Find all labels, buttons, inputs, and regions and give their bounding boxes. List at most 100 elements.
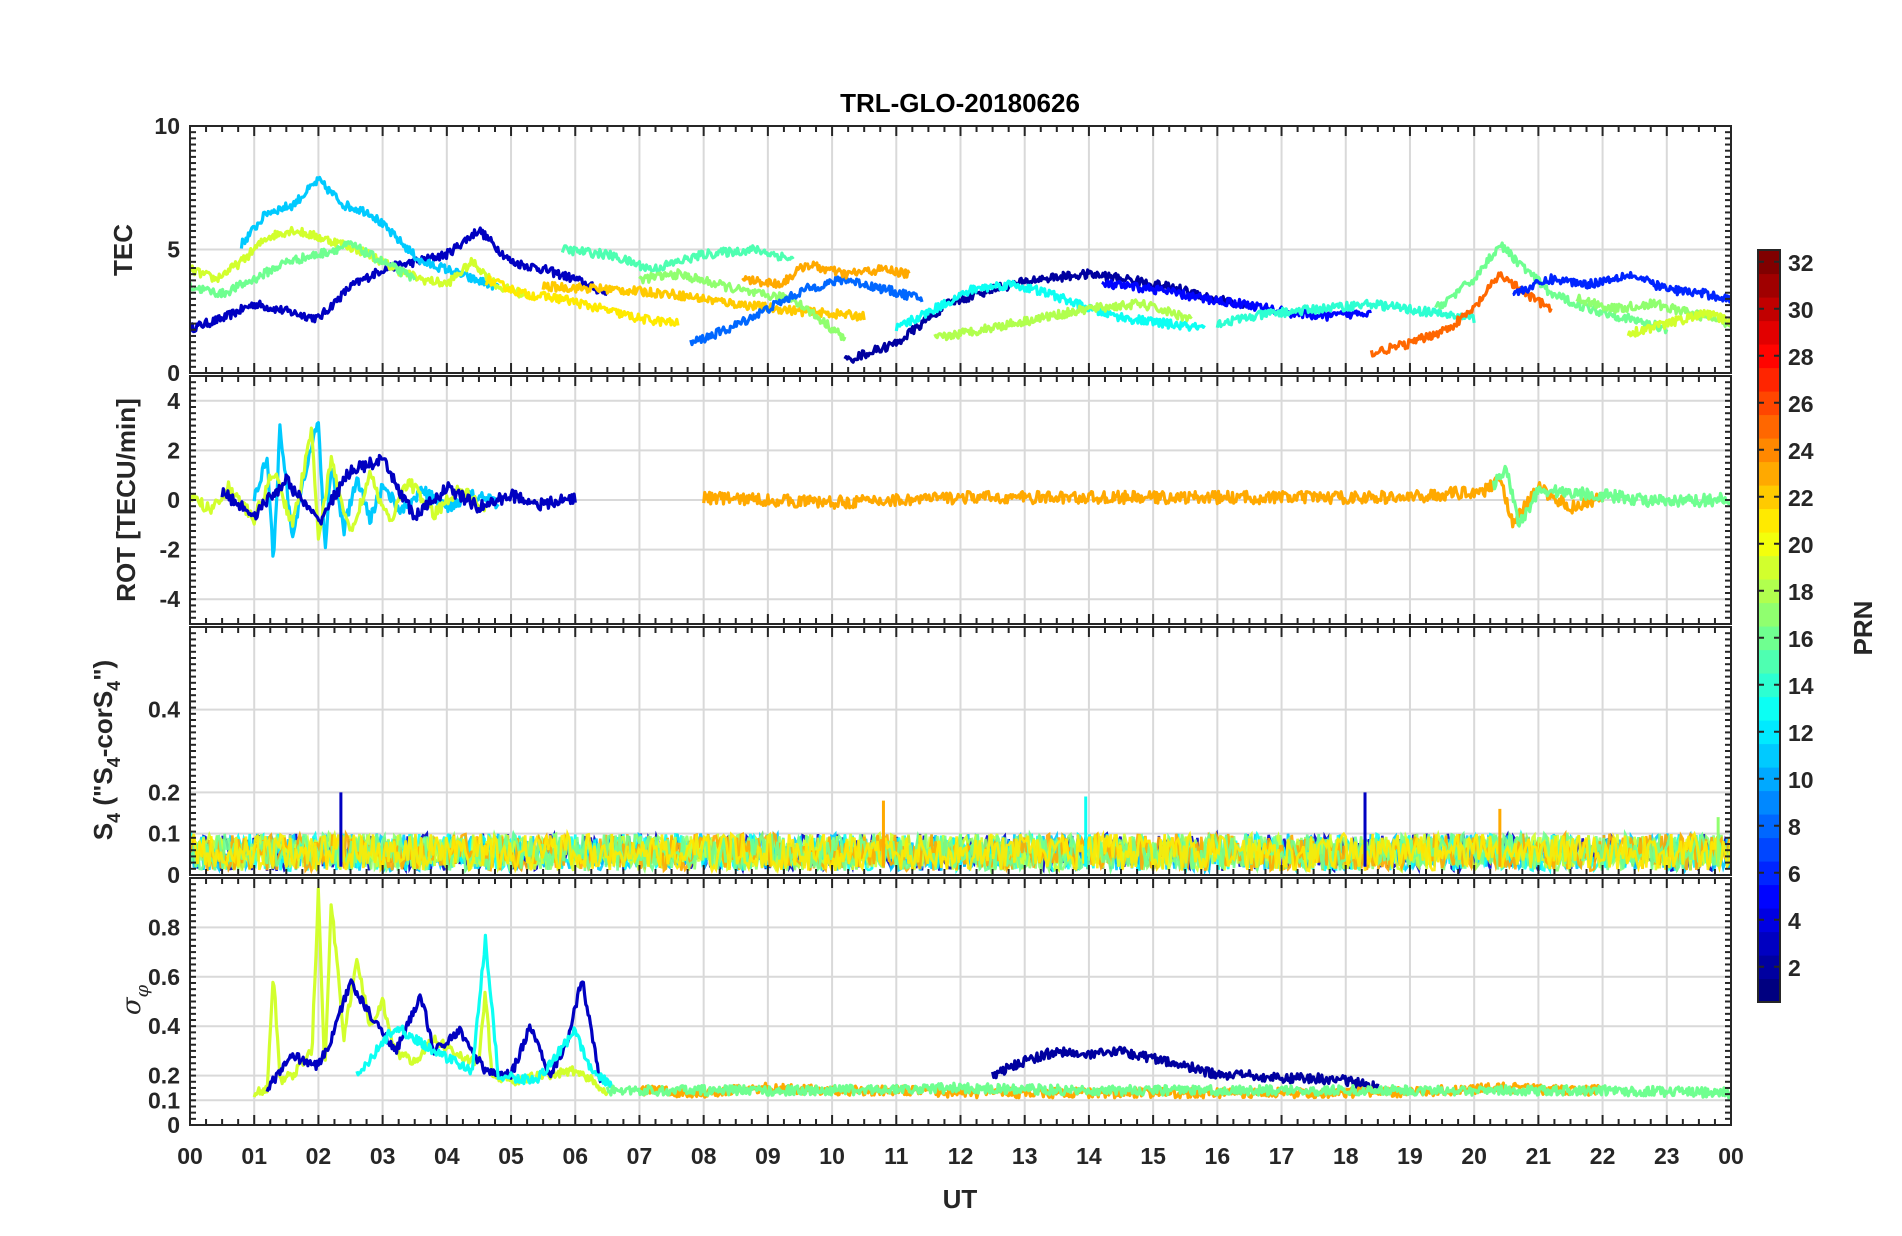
x-tick-labels: 00 01 02 03 04 05 06 07 08 09 10 11 12 13 14 15 16 17 18 19…: [177, 1143, 1744, 1169]
colorbar-label: PRN: [1848, 601, 1878, 656]
x-tick-label: 12: [948, 1143, 974, 1169]
colorbar-bin: [1758, 814, 1780, 839]
rot-series: [190, 421, 1731, 558]
colorbar-bin: [1758, 414, 1780, 439]
series-line-prn-23: [702, 475, 1605, 529]
series-line-prn-3: [190, 226, 609, 334]
x-tick-label: 03: [370, 1143, 396, 1169]
y-tick-label: 0.2: [148, 1063, 180, 1089]
colorbar-tick-label: 16: [1788, 626, 1814, 652]
colorbar-bin: [1758, 297, 1780, 322]
colorbar-tick-label: 32: [1788, 250, 1814, 276]
series-line-prn-16: [1491, 464, 1731, 528]
colorbar-bin: [1758, 720, 1780, 745]
ylabel-s4: S4 ("S4-corS4"): [88, 660, 124, 840]
series-line-prn-17: [638, 268, 847, 342]
colorbar-bin: [1758, 908, 1780, 933]
colorbar-bin: [1758, 320, 1780, 345]
colorbar-bin: [1758, 344, 1780, 369]
colorbar-bin: [1758, 696, 1780, 721]
series-line-prn-13: [894, 279, 1206, 332]
x-tick-label: 00: [177, 1143, 203, 1169]
series-line-prn-8: [689, 275, 924, 347]
panel-tec: 0 5 10: [154, 113, 1732, 386]
series-line-prn-19: [1626, 308, 1731, 338]
series-line-prn-16: [190, 240, 417, 299]
ylabel-rot: ROT [TECU/min]: [111, 398, 141, 602]
series-line-prn-3: [220, 453, 577, 526]
y-tick-label: 0.1: [148, 1087, 180, 1113]
colorbar-bin: [1758, 367, 1780, 392]
series-line-prn-16: [605, 1081, 1731, 1100]
colorbar-bin: [1758, 602, 1780, 627]
ylabel-sigma: σφ: [117, 984, 153, 1015]
x-tick-label: 01: [241, 1143, 267, 1169]
x-tick-label: 17: [1269, 1143, 1295, 1169]
colorbar-bin: [1758, 461, 1780, 486]
series-line-prn-13: [355, 933, 616, 1093]
y-tick-label: 0: [167, 862, 180, 888]
colorbar-tick-label: 20: [1788, 532, 1814, 558]
colorbar-tick-label: 18: [1788, 579, 1814, 605]
x-tick-label: 04: [434, 1143, 460, 1169]
colorbar-bin: [1758, 273, 1780, 298]
colorbar-tick-label: 10: [1788, 767, 1814, 793]
x-tick-label: 22: [1590, 1143, 1616, 1169]
sigma-axes: 00.10.2 0.4 0.6 0.8: [148, 877, 1732, 1138]
panel-s4: 0 0.1 0.2 0.4: [148, 626, 1732, 888]
colorbar-bin: [1758, 579, 1780, 604]
colorbar-bin: [1758, 532, 1780, 557]
colorbar-bin: [1758, 508, 1780, 533]
colorbar-frame: [1757, 249, 1781, 1003]
y-tick-label: 10: [154, 113, 180, 139]
x-tick-label: 00: [1718, 1143, 1744, 1169]
colorbar-bin: [1758, 649, 1780, 674]
colorbar-tick-label: 2: [1788, 955, 1801, 981]
colorbar-tick-label: 22: [1788, 485, 1814, 511]
colorbar-tick-label: 6: [1788, 861, 1801, 887]
y-tick-label: 0.1: [148, 821, 180, 847]
colorbar-bin: [1758, 555, 1780, 580]
x-tick-label: 11: [884, 1143, 909, 1169]
xlabel: UT: [943, 1184, 978, 1214]
y-tick-label: 0.4: [148, 697, 180, 723]
colorbar-bin: [1758, 931, 1780, 956]
x-tick-label: 19: [1397, 1143, 1423, 1169]
x-tick-label: 20: [1461, 1143, 1487, 1169]
colorbar-bin: [1758, 955, 1780, 980]
y-tick-label: 5: [167, 237, 180, 263]
x-tick-label: 21: [1526, 1143, 1552, 1169]
series-line-prn-2: [843, 268, 1257, 364]
s4-series: [190, 792, 1731, 875]
series-line-prn-3: [265, 978, 603, 1093]
colorbar-tick-label: 30: [1788, 297, 1814, 323]
colorbar-bin: [1758, 837, 1780, 862]
y-tick-label: 2: [167, 437, 180, 463]
x-tick-label: 06: [562, 1143, 588, 1169]
colorbar-bin: [1758, 673, 1780, 698]
y-tick-label: 0.2: [148, 779, 180, 805]
figure-title: TRL-GLO-20180626: [840, 88, 1080, 118]
colorbar-bin: [1758, 861, 1780, 886]
ylabel-tec: TEC: [108, 224, 138, 276]
colorbar-bin: [1758, 743, 1780, 768]
series-line-prn-19: [190, 426, 487, 541]
x-tick-label: 10: [819, 1143, 845, 1169]
colorbar-bin: [1758, 626, 1780, 651]
x-tick-label: 23: [1654, 1143, 1680, 1169]
colorbar-bin: [1758, 978, 1780, 1003]
colorbar-tick-label: 8: [1788, 814, 1801, 840]
series-line-prn-19: [190, 225, 526, 299]
y-tick-label: 0: [167, 1112, 180, 1138]
series-line-prn-15: [560, 244, 795, 273]
y-tick-label: 0.4: [148, 1013, 180, 1039]
tec-axes: 0 5 10: [154, 113, 1732, 386]
panel-sigma: 00.10.2 0.4 0.6 0.8: [148, 877, 1732, 1138]
x-tick-label: 08: [691, 1143, 717, 1169]
colorbar-bin: [1758, 438, 1780, 463]
sigma-series: [252, 887, 1731, 1100]
colorbar-bin: [1758, 250, 1780, 275]
series-line-prn-16: [1434, 241, 1669, 335]
